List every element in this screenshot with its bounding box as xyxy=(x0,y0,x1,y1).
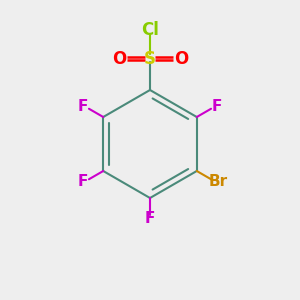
Text: O: O xyxy=(174,50,188,68)
Text: F: F xyxy=(78,173,88,188)
Text: F: F xyxy=(78,100,88,115)
Text: O: O xyxy=(112,50,126,68)
Text: F: F xyxy=(212,100,222,115)
Text: S: S xyxy=(144,50,156,68)
Text: F: F xyxy=(145,211,155,226)
Text: Cl: Cl xyxy=(141,21,159,39)
Text: Br: Br xyxy=(208,174,228,189)
